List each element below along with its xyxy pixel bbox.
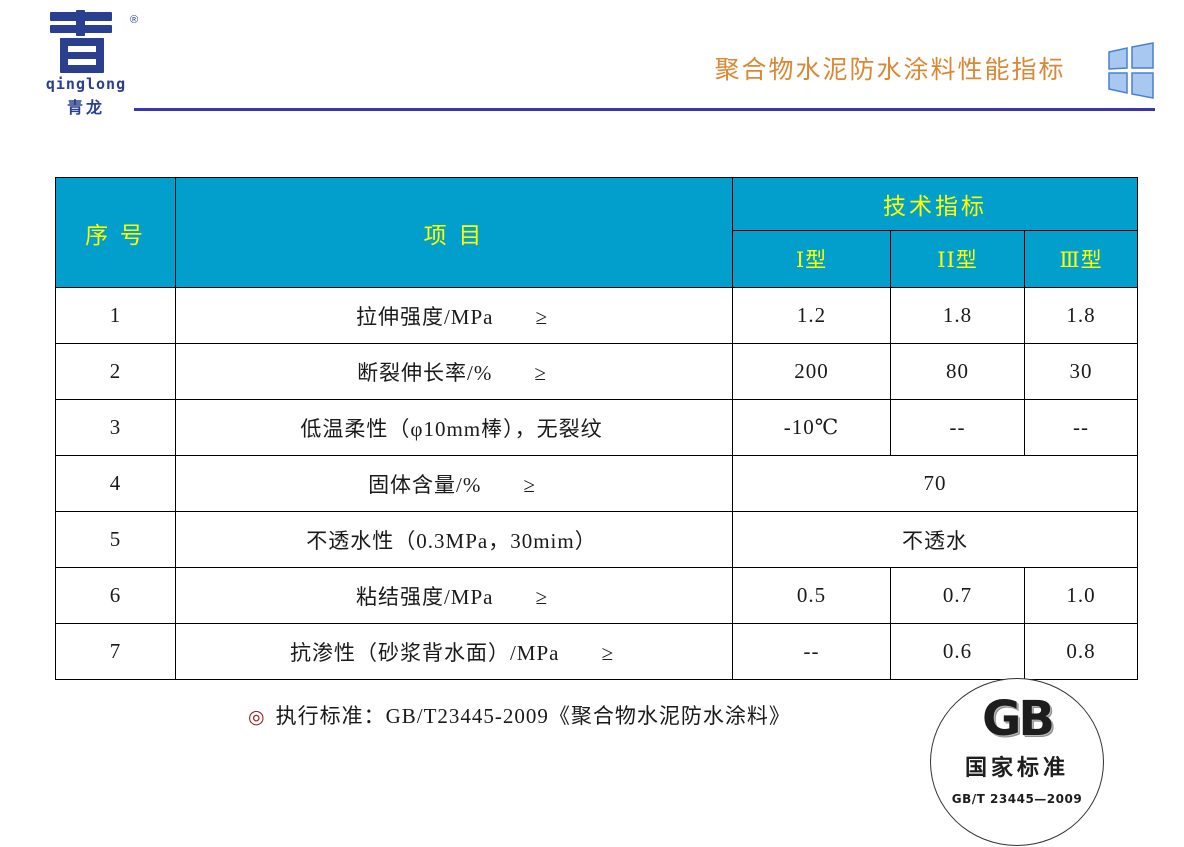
- item-label: 断裂伸长率/%: [357, 360, 493, 385]
- cell-item-name: 粘结强度/MPa ≥: [175, 567, 733, 624]
- column-header-type-1: Ⅰ型: [732, 230, 891, 288]
- cell-spec-all-types: 70: [731, 455, 1139, 512]
- item-label: 固体含量/%: [368, 472, 482, 497]
- ge-symbol: ≥: [492, 360, 546, 385]
- cell-row-number: 2: [55, 343, 176, 400]
- cell-spec-type-1: --: [732, 623, 891, 680]
- column-header-no: 序 号: [55, 177, 176, 288]
- cell-spec-type-1: 1.2: [732, 287, 891, 344]
- cell-item-name: 不透水性（0.3MPa，30mim）: [175, 511, 733, 568]
- brand-bar: [60, 65, 104, 73]
- item-label: 抗渗性（砂浆背水面）/MPa: [289, 640, 560, 665]
- cell-item-name: 拉伸强度/MPa ≥: [175, 287, 733, 344]
- cell-item-name: 低温柔性（φ10mm棒），无裂纹: [175, 399, 733, 456]
- cell-spec-type-2: --: [890, 399, 1025, 456]
- registered-trademark-icon: ®: [130, 14, 139, 26]
- table-row: 7 抗渗性（砂浆背水面）/MPa ≥ -- 0.6 0.8: [55, 623, 1139, 680]
- table-row: 4 固体含量/% ≥70: [55, 455, 1139, 512]
- cell-spec-type-2: 80: [890, 343, 1025, 400]
- brand-chinese-name: 青龙: [66, 98, 105, 117]
- cell-spec-type-1: 0.5: [732, 567, 891, 624]
- item-label: 粘结强度/MPa: [355, 584, 494, 609]
- brand-bar: [76, 10, 85, 36]
- cell-spec-type-3: 0.8: [1023, 623, 1139, 680]
- gb-seal-mark: GB: [982, 691, 1055, 747]
- table-row: 1 拉伸强度/MPa ≥1.2 1.8 1.8: [55, 287, 1139, 344]
- ge-symbol: ≥: [481, 472, 535, 497]
- cell-spec-type-3: --: [1023, 399, 1139, 456]
- gb-seal-code: GB/T 23445—2009: [951, 792, 1083, 806]
- standard-reference-note: ◎ 执行标准：GB/T23445-2009《聚合物水泥防水涂料》: [248, 700, 791, 730]
- qinglong-logo: ® qinglong 青龙: [30, 8, 142, 117]
- cell-row-number: 5: [55, 511, 176, 568]
- cell-row-number: 7: [55, 623, 176, 680]
- table-header-row-2: Ⅰ型 ⅠⅠ型 Ⅲ型: [56, 230, 1139, 288]
- page-title: 聚合物水泥防水涂料性能指标: [714, 57, 1066, 84]
- cell-row-number: 4: [55, 455, 176, 512]
- cell-spec-type-1: -10℃: [732, 399, 891, 456]
- table-row: 6 粘结强度/MPa ≥0.5 0.7 1.0: [55, 567, 1139, 624]
- table-row: 5 不透水性（0.3MPa，30mim） 不透水: [55, 511, 1139, 568]
- cell-spec-type-2: 1.8: [890, 287, 1025, 344]
- cell-row-number: 3: [55, 399, 176, 456]
- slide-header: ® qinglong 青龙 聚合物水泥防水涂料性能指标: [0, 0, 1184, 120]
- column-header-type-3: Ⅲ型: [1023, 230, 1139, 288]
- ge-symbol: ≥: [493, 584, 548, 609]
- cell-item-name: 抗渗性（砂浆背水面）/MPa ≥: [175, 623, 733, 680]
- cell-spec-type-1: 200: [732, 343, 891, 400]
- brand-bar: [60, 38, 104, 46]
- cell-row-number: 1: [55, 287, 176, 344]
- header-divider-rule: [134, 108, 1155, 111]
- cell-spec-all-types: 不透水: [731, 511, 1139, 568]
- column-header-spec-group: 技术指标: [731, 177, 1139, 231]
- brand-bar: [60, 52, 104, 59]
- table-body: 1 拉伸强度/MPa ≥1.2 1.8 1.8 2 断裂伸长率/% ≥200 80 30 3 低温…: [55, 287, 1139, 680]
- performance-spec-table: 序 号 项 目 技术指标 Ⅰ型 ⅠⅠ型 Ⅲ型 1 拉伸强度/MPa ≥1.2 1.8…: [55, 177, 1139, 680]
- gb-seal-chinese: 国家标准: [964, 756, 1069, 781]
- cell-item-name: 固体含量/% ≥: [175, 455, 733, 512]
- brand-latin-name: qinglong: [45, 75, 127, 93]
- item-label: 拉伸强度/MPa: [355, 304, 494, 329]
- table-row: 2 断裂伸长率/% ≥200 80 30: [55, 343, 1139, 400]
- cell-spec-type-2: 0.6: [890, 623, 1025, 680]
- ge-symbol: ≥: [493, 304, 548, 329]
- gb-standard-seal: GB 国家标准 GB/T 23445—2009: [930, 678, 1104, 846]
- column-header-type-2: ⅠⅠ型: [890, 230, 1025, 288]
- cell-spec-type-2: 0.7: [890, 567, 1025, 624]
- table-header-row-1: 序 号 项 目 技术指标: [55, 177, 1139, 288]
- cell-row-number: 6: [55, 567, 176, 624]
- brand-glyph-icon: ®: [44, 10, 138, 73]
- window-grid-icon: [1108, 42, 1154, 99]
- standard-reference-text: 执行标准：GB/T23445-2009《聚合物水泥防水涂料》: [275, 704, 791, 728]
- cell-item-name: 断裂伸长率/% ≥: [175, 343, 733, 400]
- cell-spec-type-3: 1.0: [1023, 567, 1139, 624]
- table-head: 序 号 项 目 技术指标 Ⅰ型 ⅠⅠ型 Ⅲ型: [55, 177, 1139, 288]
- cell-spec-type-3: 1.8: [1023, 287, 1139, 344]
- ge-symbol: ≥: [559, 640, 614, 665]
- cell-spec-type-3: 30: [1023, 343, 1139, 400]
- column-header-item: 项 目: [175, 177, 733, 288]
- bullet-icon: ◎: [248, 707, 266, 728]
- table-row: 3 低温柔性（φ10mm棒），无裂纹 -10℃ -- --: [55, 399, 1139, 456]
